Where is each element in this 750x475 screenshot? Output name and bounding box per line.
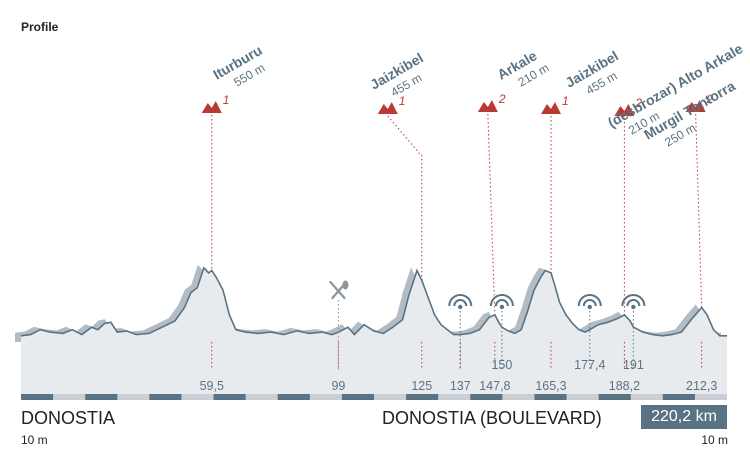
mountain-icon [477, 100, 498, 112]
mountain-icon [614, 104, 635, 116]
km-label-upper: 177,4 [574, 358, 605, 372]
profile-line [20, 266, 727, 337]
signal-dot [458, 304, 463, 310]
signal-arc [582, 299, 597, 307]
profile-area [20, 266, 727, 395]
climb-category: 1 [399, 94, 406, 108]
climb-category: 2 [634, 96, 642, 110]
km-label: 188,2 [609, 379, 640, 393]
profile-icons [329, 280, 646, 370]
finish-location: DONOSTIA (BOULEVARD) [382, 408, 602, 428]
mountain-icon [685, 100, 706, 112]
signal-dot [499, 304, 505, 310]
distance-bar-segment [85, 394, 118, 400]
signal-arc [494, 299, 509, 307]
climb-category: 2 [706, 92, 714, 106]
km-label: 125 [411, 379, 432, 393]
climb-category: 1 [562, 94, 569, 108]
climb-category: 2 [498, 92, 506, 106]
km-label: 137 [450, 379, 471, 393]
signal-icon [448, 294, 473, 370]
climb-category: 1 [223, 93, 230, 107]
signal-icon [489, 294, 514, 370]
finish-altitude: 10 m [701, 433, 728, 447]
signal-arc [626, 299, 641, 307]
distance-bar [21, 394, 727, 400]
km-label: 147,8 [479, 379, 510, 393]
page-title: Profile [21, 20, 59, 34]
distance-bar-segment [277, 394, 310, 400]
distance-bar-segment [21, 394, 54, 400]
marker-lines [211, 342, 703, 370]
signal-arc [577, 294, 602, 307]
distance-bar-segment [213, 394, 246, 400]
km-label: 212,3 [686, 379, 717, 393]
start-location: DONOSTIA [21, 408, 116, 428]
signal-icon [621, 294, 646, 370]
distance-bar-segment [406, 394, 439, 400]
climb-connector [487, 113, 496, 315]
km-label-upper: 191 [623, 358, 644, 372]
distance-bar-segment [662, 394, 695, 400]
knife-shape [329, 280, 346, 300]
signal-dot [631, 304, 636, 310]
km-label: 165,3 [535, 379, 566, 393]
signal-icon [577, 294, 602, 370]
km-label-upper: 150 [491, 358, 512, 372]
signal-arc [621, 294, 646, 307]
distance-bar-segment [341, 394, 374, 400]
mountain-icon [201, 101, 222, 113]
mountain-icon [377, 102, 398, 114]
km-label: 99 [331, 379, 345, 393]
km-label: 59,5 [200, 379, 224, 393]
climb-connector [695, 113, 703, 308]
distance-bar-segment [534, 394, 567, 400]
signal-dot [587, 304, 592, 310]
fork-knife-icon [329, 280, 349, 370]
signal-arc [489, 294, 514, 307]
distance-badge: 220,2 km [641, 405, 727, 429]
start-altitude: 10 m [21, 433, 48, 447]
spoon-head [342, 280, 349, 290]
km-labels: 59,5 99 125 137 147,8 165,3 188,2 212,3 150 177,4… [200, 358, 718, 393]
distance-bar-segment [149, 394, 182, 400]
mountain-icon [540, 102, 561, 114]
signal-arc [448, 294, 473, 307]
distance-bar-segment [598, 394, 631, 400]
signal-arc [453, 299, 468, 307]
distance-bar-segment [470, 394, 503, 400]
climb-connector [387, 115, 423, 281]
